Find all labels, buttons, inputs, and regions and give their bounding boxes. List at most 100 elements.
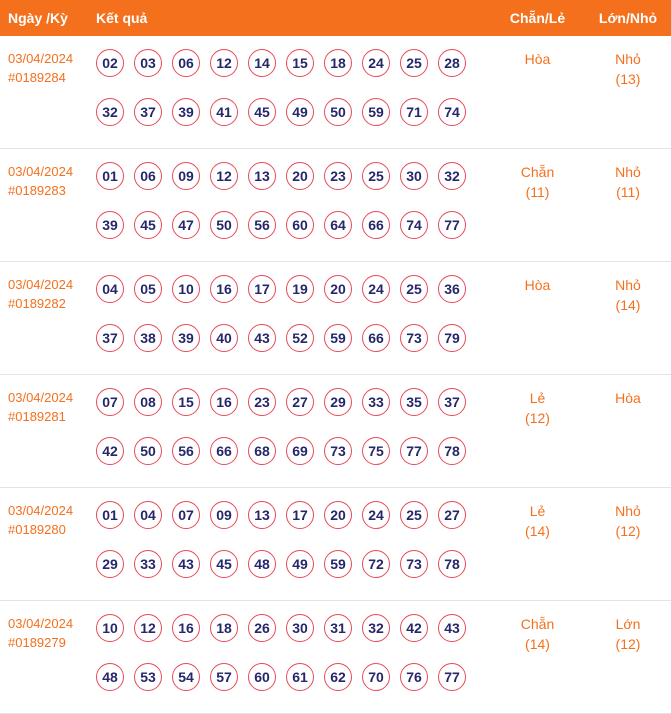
results-rows: 03/04/2024 #0189284 02 03 06 12 14 15 18 24 25 28…: [0, 36, 671, 714]
even-odd-count: (12): [525, 410, 550, 426]
number-ball: 04: [96, 275, 124, 303]
number-ball: 45: [134, 211, 162, 239]
number-ball: 60: [286, 211, 314, 239]
number-ball: 13: [248, 162, 276, 190]
number-ball: 42: [400, 614, 428, 642]
number-ball: 39: [172, 324, 200, 352]
number-ball: 27: [286, 388, 314, 416]
number-ball: 48: [96, 663, 124, 691]
number-ball: 41: [210, 98, 238, 126]
number-ball: 23: [248, 388, 276, 416]
big-small-cell: Hòa: [585, 388, 671, 465]
big-small-label: Nhỏ: [615, 51, 641, 67]
numbers-line-2: 39 45 47 50 56 60 64 66 74 77: [96, 211, 490, 239]
result-numbers-cell: 07 08 15 16 23 27 29 33 35 37 42 50 56 66 68 69 73 75 77 7…: [88, 388, 490, 465]
number-ball: 12: [210, 162, 238, 190]
number-ball: 17: [286, 501, 314, 529]
number-ball: 25: [400, 49, 428, 77]
number-ball: 73: [400, 324, 428, 352]
number-ball: 61: [286, 663, 314, 691]
number-ball: 31: [324, 614, 352, 642]
number-ball: 16: [172, 614, 200, 642]
draw-id: #0189283: [8, 183, 66, 198]
draw-id: #0189279: [8, 635, 66, 650]
even-odd-cell: Chẵn (11): [490, 162, 585, 239]
result-numbers-cell: 04 05 10 16 17 19 20 24 25 36 37 38 39 40 43 52 59 66 73 7…: [88, 275, 490, 352]
draw-info-cell: 03/04/2024 #0189284: [0, 49, 88, 126]
number-ball: 77: [438, 211, 466, 239]
number-ball: 50: [324, 98, 352, 126]
draw-id: #0189282: [8, 296, 66, 311]
result-numbers-cell: 10 12 16 18 26 30 31 32 42 43 48 53 54 57 60 61 62 70 76 7…: [88, 614, 490, 691]
number-ball: 09: [210, 501, 238, 529]
big-small-count: (14): [615, 297, 641, 313]
number-ball: 78: [438, 550, 466, 578]
table-row: 03/04/2024 #0189283 01 06 09 12 13 20 23 25 30 32…: [0, 149, 671, 262]
number-ball: 25: [400, 501, 428, 529]
number-ball: 33: [362, 388, 390, 416]
number-ball: 18: [324, 49, 352, 77]
number-ball: 69: [286, 437, 314, 465]
even-odd-cell: Lẻ (14): [490, 501, 585, 578]
number-ball: 37: [134, 98, 162, 126]
number-ball: 06: [134, 162, 162, 190]
number-ball: 77: [400, 437, 428, 465]
number-ball: 32: [96, 98, 124, 126]
number-ball: 59: [324, 324, 352, 352]
big-small-label: Nhỏ: [615, 277, 641, 293]
number-ball: 43: [438, 614, 466, 642]
big-small-count: (12): [615, 523, 641, 539]
number-ball: 74: [400, 211, 428, 239]
big-small-cell: Nhỏ (13): [585, 49, 671, 126]
number-ball: 23: [324, 162, 352, 190]
number-ball: 66: [210, 437, 238, 465]
number-ball: 50: [210, 211, 238, 239]
big-small-cell: Nhỏ (14): [585, 275, 671, 352]
number-ball: 30: [286, 614, 314, 642]
number-ball: 70: [362, 663, 390, 691]
even-odd-count: (14): [525, 636, 550, 652]
number-ball: 07: [172, 501, 200, 529]
number-ball: 37: [438, 388, 466, 416]
number-ball: 57: [210, 663, 238, 691]
number-ball: 25: [362, 162, 390, 190]
number-ball: 18: [210, 614, 238, 642]
number-ball: 75: [362, 437, 390, 465]
number-ball: 09: [172, 162, 200, 190]
number-ball: 78: [438, 437, 466, 465]
big-small-label: Nhỏ: [615, 164, 641, 180]
number-ball: 45: [248, 98, 276, 126]
number-ball: 15: [286, 49, 314, 77]
draw-info-cell: 03/04/2024 #0189281: [0, 388, 88, 465]
number-ball: 49: [286, 98, 314, 126]
table-row: 03/04/2024 #0189281 07 08 15 16 23 27 29 33 35 37…: [0, 375, 671, 488]
number-ball: 66: [362, 211, 390, 239]
number-ball: 28: [438, 49, 466, 77]
numbers-line-2: 32 37 39 41 45 49 50 59 71 74: [96, 98, 490, 126]
number-ball: 32: [438, 162, 466, 190]
result-numbers-cell: 01 06 09 12 13 20 23 25 30 32 39 45 47 50 56 60 64 66 74 7…: [88, 162, 490, 239]
big-small-cell: Lớn (12): [585, 614, 671, 691]
even-odd-count: (11): [525, 184, 550, 200]
number-ball: 45: [210, 550, 238, 578]
numbers-line-2: 42 50 56 66 68 69 73 75 77 78: [96, 437, 490, 465]
number-ball: 30: [400, 162, 428, 190]
number-ball: 29: [324, 388, 352, 416]
number-ball: 39: [96, 211, 124, 239]
numbers-lines: 01 04 07 09 13 17 20 24 25 27 29 33 43 45 48 49 59 72 73 7…: [96, 501, 490, 578]
number-ball: 38: [134, 324, 162, 352]
number-ball: 27: [438, 501, 466, 529]
number-ball: 68: [248, 437, 276, 465]
number-ball: 24: [362, 501, 390, 529]
number-ball: 12: [210, 49, 238, 77]
number-ball: 03: [134, 49, 162, 77]
number-ball: 14: [248, 49, 276, 77]
number-ball: 73: [400, 550, 428, 578]
number-ball: 25: [400, 275, 428, 303]
header-result-column: Kết quả: [96, 10, 148, 26]
numbers-line-1: 02 03 06 12 14 15 18 24 25 28: [96, 49, 490, 77]
header-date-column: Ngày /Kỳ: [8, 10, 68, 26]
table-row: 03/04/2024 #0189284 02 03 06 12 14 15 18 24 25 28…: [0, 36, 671, 149]
draw-date: 03/04/2024: [8, 390, 74, 405]
number-ball: 06: [172, 49, 200, 77]
